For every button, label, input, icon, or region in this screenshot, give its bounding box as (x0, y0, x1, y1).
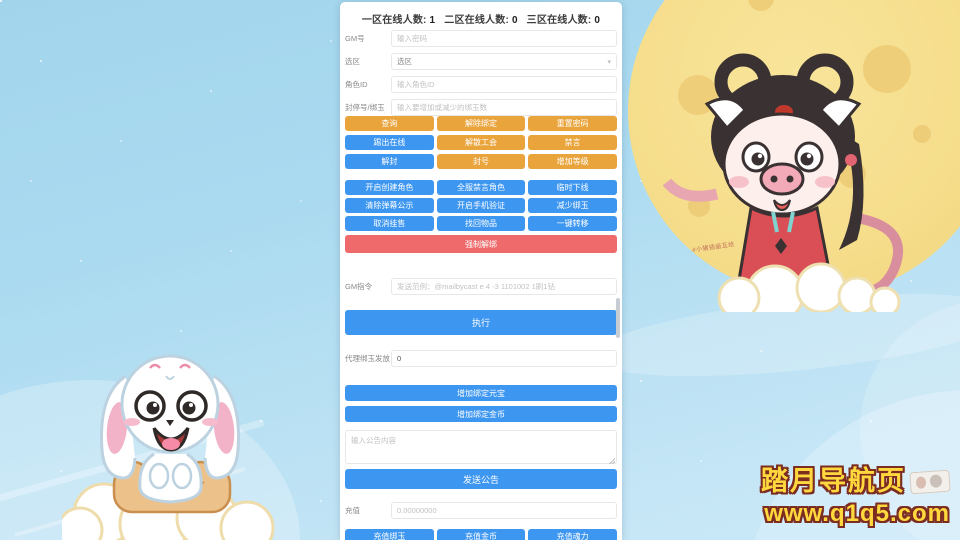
unban-button[interactable]: 解封 (345, 154, 434, 169)
recharge-bind-jade-button[interactable]: 充值绑玉 (345, 529, 434, 540)
zone2-online-label: 二区在线人数: (444, 15, 509, 26)
zone-select-value: 选区 (397, 57, 412, 66)
zone-select[interactable]: 选区 ▾ (391, 53, 617, 70)
zone1-online-value: 1 (429, 15, 436, 26)
send-announcement-button[interactable]: 发送公告 (345, 469, 617, 489)
pig-character-icon (662, 53, 903, 324)
zone3-online-value: 0 (594, 15, 601, 26)
add-bind-yuanbao-button[interactable]: 增加绑定元宝 (345, 385, 617, 401)
gm-account-input[interactable] (391, 30, 617, 47)
recharge-gold-button[interactable]: 充值金币 (436, 529, 526, 540)
ban-bind-label: 封停号/绑玉 (345, 103, 385, 112)
site-branding: 踏月导航页 www.q1q5.com (761, 459, 951, 528)
site-url[interactable]: www.q1q5.com (764, 500, 950, 527)
agent-grant-label: 代理绑玉发放 (345, 354, 390, 363)
query-button[interactable]: 查询 (345, 116, 434, 131)
mute-button[interactable]: 禁言 (528, 135, 618, 150)
zone1-online-label: 一区在线人数: (361, 15, 427, 26)
chevron-down-icon: ▾ (607, 58, 611, 66)
role-id-input[interactable] (391, 76, 617, 93)
ban-bind-input[interactable] (391, 99, 617, 116)
zone2-online-value: 0 (511, 15, 518, 26)
reduce-bind-jade-button[interactable]: 减少绑玉 (528, 198, 618, 213)
role-id-label: 角色ID (345, 80, 368, 89)
online-stats: 一区在线人数: 1 二区在线人数: 0 三区在线人数: 0 (340, 11, 622, 26)
temp-offline-button[interactable]: 临时下线 (528, 180, 618, 195)
server-mute-role-button[interactable]: 全服禁言角色 (436, 180, 526, 195)
add-bind-gold-button[interactable]: 增加绑定金币 (345, 406, 617, 422)
zone-select-label: 选区 (345, 57, 360, 66)
agent-grant-input[interactable] (391, 350, 617, 367)
one-key-transfer-button[interactable]: 一键转移 (528, 216, 618, 231)
gm-account-label: GM号 (345, 34, 365, 43)
enable-create-role-button[interactable]: 开启创建角色 (345, 180, 434, 195)
enable-phone-verify-button[interactable]: 开启手机验证 (436, 198, 526, 213)
cancel-listing-button[interactable]: 取消挂售 (345, 216, 434, 231)
recharge-soul-button[interactable]: 充值魂力 (528, 529, 618, 540)
star-dots (0, 0, 2, 2)
gm-admin-panel: 一区在线人数: 1 二区在线人数: 0 三区在线人数: 0 GM号 选区 选区 … (340, 2, 622, 540)
disband-guild-button[interactable]: 解散工会 (436, 135, 526, 150)
gm-command-input[interactable] (391, 278, 617, 295)
recharge-label: 充值 (345, 506, 360, 515)
gm-command-label: GM指令 (345, 282, 373, 291)
unbind-button[interactable]: 解除绑定 (436, 116, 526, 131)
brand-sticker-image (909, 469, 951, 495)
ban-button[interactable]: 封号 (436, 154, 526, 169)
rabbit-character-icon (56, 354, 275, 540)
clear-marquee-button[interactable]: 清除弹幕公示 (345, 198, 434, 213)
announcement-textarea[interactable] (345, 430, 617, 464)
add-level-button[interactable]: 增加等级 (528, 154, 618, 169)
pig-illustration (655, 42, 910, 324)
rabbit-illustration (56, 318, 287, 540)
reset-password-button[interactable]: 重置密码 (528, 116, 618, 131)
recharge-input[interactable] (391, 502, 617, 519)
execute-button[interactable]: 执行 (345, 310, 617, 335)
zone3-online-label: 三区在线人数: (526, 15, 592, 26)
retrieve-item-button[interactable]: 找回物品 (436, 216, 526, 231)
scrollbar-thumb[interactable] (616, 298, 620, 338)
kick-online-button[interactable]: 踢出在线 (345, 135, 434, 150)
force-unbind-button[interactable]: 强制解绑 (345, 235, 617, 253)
site-name: 踏月导航页 (761, 466, 906, 496)
